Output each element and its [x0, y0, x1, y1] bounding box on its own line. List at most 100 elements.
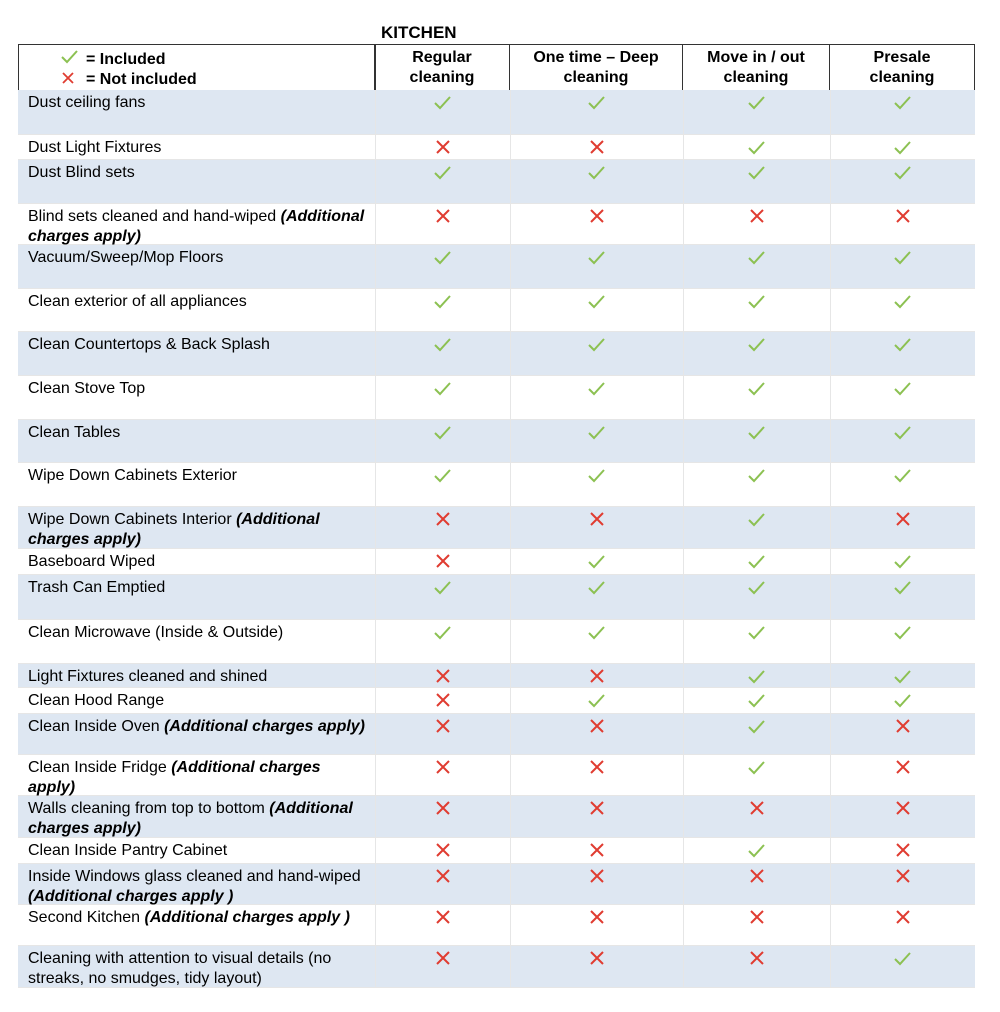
column-divider — [830, 575, 831, 620]
task-cell: Clean Inside Oven (Additional charges ap… — [18, 714, 375, 737]
table-row: Inside Windows glass cleaned and hand-wi… — [18, 864, 975, 905]
legend-included: = Included — [86, 51, 166, 68]
task-note: (Additional charges apply) — [28, 800, 353, 837]
cross-icon — [895, 512, 910, 526]
column-divider — [375, 332, 376, 376]
check-icon — [587, 694, 605, 708]
task-cell: Cleaning with attention to visual detail… — [18, 946, 375, 989]
cross-icon — [895, 910, 910, 924]
task-text: Dust Blind sets — [28, 164, 135, 181]
table-row: Second Kitchen (Additional charges apply… — [18, 905, 975, 946]
column-divider — [375, 507, 376, 549]
column-divider — [375, 864, 376, 905]
column-divider — [510, 549, 511, 575]
legend-check-icon — [61, 50, 78, 64]
task-text: Walls cleaning from top to bottom — [28, 800, 265, 817]
column-divider — [510, 204, 511, 245]
check-icon — [747, 141, 765, 155]
check-icon — [587, 626, 605, 640]
table-row: Dust Light Fixtures — [18, 135, 975, 160]
table-row: Light Fixtures cleaned and shined — [18, 664, 975, 688]
column-divider — [510, 905, 511, 946]
check-icon — [433, 96, 451, 110]
column-divider — [375, 135, 376, 160]
check-icon — [433, 295, 451, 309]
cross-icon — [589, 760, 604, 774]
column-divider — [510, 688, 511, 714]
cross-icon — [895, 801, 910, 815]
cross-icon — [895, 760, 910, 774]
task-text: Vacuum/Sweep/Mop Floors — [28, 249, 224, 266]
column-divider — [510, 160, 511, 204]
task-text: Clean Microwave (Inside & Outside) — [28, 624, 284, 641]
column-divider — [510, 463, 511, 507]
column-divider — [375, 463, 376, 507]
column-divider — [830, 549, 831, 575]
check-icon — [587, 555, 605, 569]
cross-icon — [435, 843, 450, 857]
cross-icon — [589, 209, 604, 223]
column-divider — [375, 946, 376, 988]
check-icon — [587, 469, 605, 483]
column-divider — [830, 864, 831, 905]
table-row: Wipe Down Cabinets Exterior — [18, 463, 975, 507]
cross-icon — [749, 801, 764, 815]
check-icon — [747, 694, 765, 708]
task-text: Blind sets cleaned and hand-wiped — [28, 208, 277, 225]
check-icon — [893, 166, 911, 180]
task-cell: Dust ceiling fans — [18, 90, 375, 113]
column-divider — [683, 864, 684, 905]
check-icon — [587, 96, 605, 110]
check-icon — [433, 382, 451, 396]
cross-icon — [895, 209, 910, 223]
column-divider — [510, 135, 511, 160]
cross-icon — [435, 869, 450, 883]
cross-icon — [435, 719, 450, 733]
cross-icon — [589, 512, 604, 526]
column-divider — [830, 688, 831, 714]
table-row: Clean Inside Oven (Additional charges ap… — [18, 714, 975, 755]
column-divider — [375, 376, 376, 420]
task-cell: Wipe Down Cabinets Interior (Additional … — [18, 507, 375, 550]
table-row: Clean exterior of all appliances — [18, 289, 975, 332]
task-text: Trash Can Emptied — [28, 579, 166, 596]
cross-icon — [589, 801, 604, 815]
cross-icon — [435, 910, 450, 924]
column-divider — [683, 688, 684, 714]
task-text: Inside Windows glass cleaned and hand-wi… — [28, 868, 361, 885]
check-icon — [587, 338, 605, 352]
column-divider — [830, 245, 831, 289]
table-row: Vacuum/Sweep/Mop Floors — [18, 245, 975, 289]
task-cell: Wipe Down Cabinets Exterior — [18, 463, 375, 486]
task-text: Baseboard Wiped — [28, 553, 156, 570]
task-text: Clean Inside Oven — [28, 718, 160, 735]
task-cell: Dust Light Fixtures — [18, 135, 375, 158]
cross-icon — [589, 719, 604, 733]
cross-icon — [435, 801, 450, 815]
task-cell: Light Fixtures cleaned and shined — [18, 664, 375, 687]
table-row: Trash Can Emptied — [18, 575, 975, 620]
column-divider — [683, 575, 684, 620]
column-divider — [375, 664, 376, 688]
check-icon — [893, 295, 911, 309]
column-header: Regular cleaning — [374, 44, 510, 91]
task-cell: Clean Hood Range — [18, 688, 375, 711]
column-divider — [683, 332, 684, 376]
column-divider — [510, 664, 511, 688]
column-divider — [375, 90, 376, 135]
column-divider — [375, 575, 376, 620]
task-note: (Additional charges apply) — [28, 208, 365, 245]
column-divider — [375, 420, 376, 463]
column-divider — [510, 420, 511, 463]
check-icon — [747, 338, 765, 352]
check-icon — [893, 670, 911, 684]
task-note: (Additional charges apply) — [28, 511, 320, 548]
task-text: Wipe Down Cabinets Exterior — [28, 467, 237, 484]
column-divider — [375, 838, 376, 864]
check-icon — [893, 382, 911, 396]
column-divider — [510, 864, 511, 905]
task-cell: Clean Countertops & Back Splash — [18, 332, 375, 355]
column-divider — [375, 688, 376, 714]
task-note: (Additional charges apply ) — [28, 888, 234, 905]
task-cell: Clean exterior of all appliances — [18, 289, 375, 312]
